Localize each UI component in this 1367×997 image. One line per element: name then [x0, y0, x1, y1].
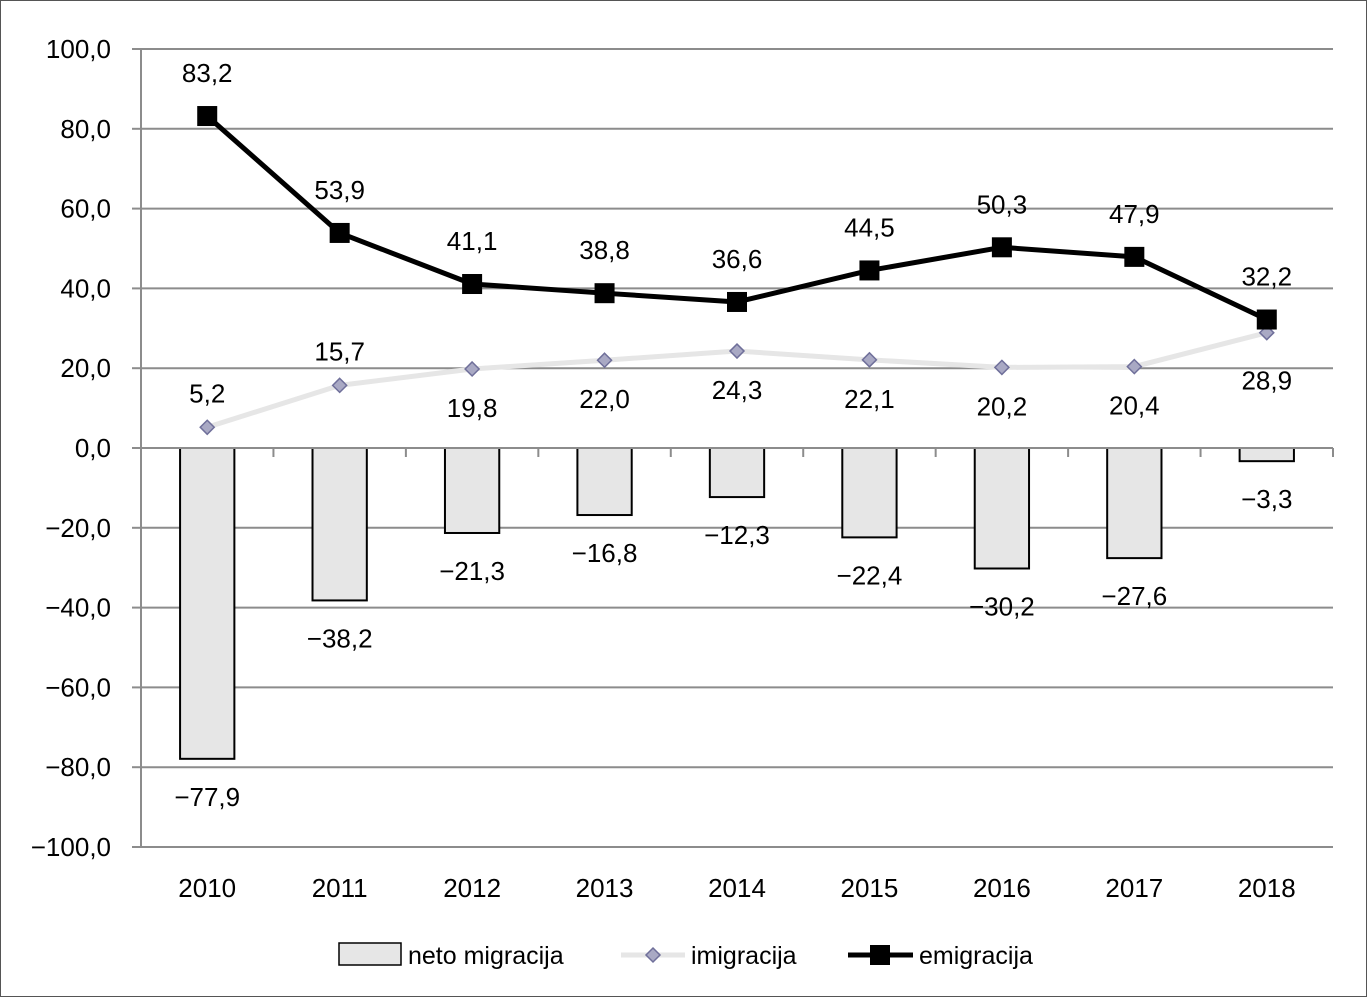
marker-imigracija — [728, 342, 746, 360]
legend-label-neto-migracija: neto migracija — [408, 942, 564, 970]
axis-layer: 100,0 80,0 60,0 40,0 20,0 0,0 −20,0 −40,0 −60,0 −… — [31, 34, 1334, 903]
x-tick-label: 2011 — [312, 873, 368, 903]
data-label-emigracija: 47,9 — [1109, 199, 1160, 229]
data-label-neto-migracija: −12,3 — [704, 520, 770, 550]
marker-imigracija — [596, 352, 613, 369]
data-label-emigracija: 53,9 — [314, 175, 365, 205]
data-label-neto-migracija: −27,6 — [1101, 581, 1167, 611]
legend-swatch-neto-migracija — [338, 942, 402, 966]
data-label-imigracija: 28,9 — [1241, 366, 1292, 396]
y-tick-label: 40,0 — [60, 273, 111, 303]
data-label-emigracija: 36,6 — [712, 244, 763, 274]
y-tick-label: 20,0 — [60, 353, 111, 383]
marker-emigracija — [197, 106, 218, 127]
x-tick-label: 2018 — [1238, 873, 1296, 903]
marker-imigracija — [199, 419, 216, 436]
x-tick-label: 2015 — [841, 873, 899, 903]
y-tick-label: −60,0 — [45, 672, 111, 702]
data-label-imigracija: 19,8 — [447, 393, 498, 423]
bar-neto-migracija — [1106, 447, 1163, 560]
data-label-imigracija: 20,2 — [977, 391, 1028, 421]
x-tick-label: 2017 — [1105, 873, 1163, 903]
data-label-emigracija: 32,2 — [1241, 262, 1292, 292]
marker-emigracija — [727, 291, 747, 312]
data-label-imigracija: 15,7 — [314, 336, 365, 366]
data-label-imigracija: 5,2 — [189, 378, 225, 408]
bar-neto-migracija — [708, 447, 766, 499]
marker-imigracija — [861, 351, 878, 368]
data-label-emigracija: 44,5 — [844, 212, 895, 242]
y-tick-label: 100,0 — [46, 34, 111, 64]
data-label-emigracija: 38,8 — [579, 235, 630, 265]
x-tick-label: 2010 — [178, 873, 236, 903]
data-label-imigracija: 22,0 — [579, 384, 630, 414]
marker-emigracija — [1124, 246, 1145, 267]
y-tick-label: −100,0 — [31, 832, 111, 862]
marker-imigracija — [993, 359, 1010, 376]
x-tick-label: 2012 — [443, 873, 501, 903]
legend-label-emigracija: emigracija — [919, 942, 1033, 970]
data-label-neto-migracija: −22,4 — [837, 560, 903, 590]
data-label-neto-migracija: −77,9 — [174, 782, 240, 812]
bar-neto-migracija — [1238, 447, 1295, 463]
bars-layer — [179, 447, 1295, 760]
x-tick-label: 2013 — [576, 873, 634, 903]
marker-imigracija — [1126, 358, 1143, 375]
y-tick-label: 0,0 — [75, 433, 111, 463]
data-label-emigracija: 50,3 — [977, 189, 1028, 219]
legend-marker-imigracija — [644, 946, 662, 964]
data-label-imigracija: 24,3 — [712, 375, 763, 405]
data-label-emigracija: 83,2 — [182, 58, 233, 88]
data-label-emigracija: 41,1 — [447, 226, 498, 256]
y-tick-label: −40,0 — [45, 593, 111, 623]
marker-emigracija — [594, 283, 615, 304]
data-label-neto-migracija: −21,3 — [439, 556, 505, 586]
bar-neto-migracija — [311, 447, 368, 602]
marker-emigracija — [1256, 309, 1277, 330]
bar-neto-migracija — [973, 447, 1031, 570]
data-label-imigracija: 22,1 — [844, 384, 895, 414]
marker-emigracija — [329, 222, 350, 243]
marker-imigracija — [464, 360, 481, 378]
marker-imigracija — [331, 377, 348, 394]
legend-label-imigracija: imigracija — [691, 942, 797, 970]
data-label-neto-migracija: −30,2 — [969, 591, 1035, 621]
legend: neto migracija imigracija emigracija — [338, 942, 1033, 970]
marker-emigracija — [991, 237, 1012, 258]
marker-emigracija — [859, 260, 880, 281]
data-label-imigracija: 20,4 — [1109, 391, 1160, 421]
y-tick-label: 60,0 — [60, 194, 111, 224]
x-tick-label: 2016 — [973, 873, 1031, 903]
lines-layer — [197, 106, 1277, 436]
y-tick-label: −80,0 — [45, 752, 111, 782]
data-label-neto-migracija: −3,3 — [1241, 484, 1292, 514]
y-tick-label: 80,0 — [60, 114, 111, 144]
y-tick-label: −20,0 — [45, 513, 111, 543]
x-tick-label: 2014 — [708, 873, 766, 903]
marker-emigracija — [462, 274, 483, 295]
bar-neto-migracija — [841, 447, 898, 539]
bar-neto-migracija — [576, 447, 633, 517]
labels-layer: −77,9 −38,2 −21,3 −16,8 −12,3 −22,4 −30,2 −27,6… — [174, 58, 1292, 812]
bar-neto-migracija — [179, 447, 236, 760]
bar-neto-migracija — [443, 447, 501, 534]
data-label-neto-migracija: −38,2 — [307, 623, 373, 653]
legend-marker-emigracija — [870, 945, 890, 965]
data-label-neto-migracija: −16,8 — [572, 538, 638, 568]
